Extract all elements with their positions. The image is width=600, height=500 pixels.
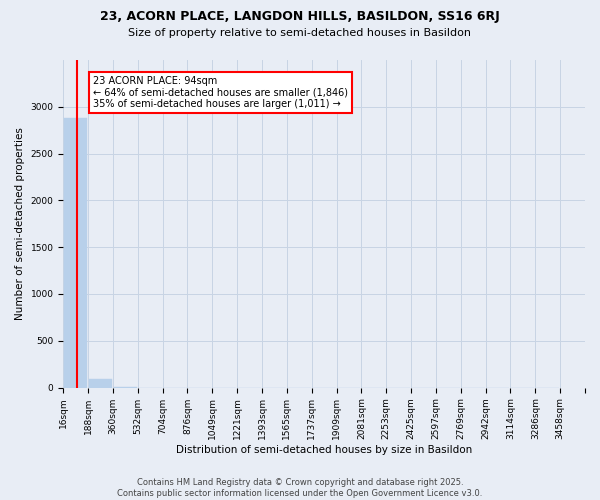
Text: 23, ACORN PLACE, LANGDON HILLS, BASILDON, SS16 6RJ: 23, ACORN PLACE, LANGDON HILLS, BASILDON… (100, 10, 500, 23)
Bar (64, 118, 87, 388)
Y-axis label: Number of semi-detached properties: Number of semi-detached properties (15, 128, 25, 320)
X-axis label: Distribution of semi-detached houses by size in Basildon: Distribution of semi-detached houses by … (176, 445, 472, 455)
Text: Size of property relative to semi-detached houses in Basildon: Size of property relative to semi-detach… (128, 28, 472, 38)
Text: Contains HM Land Registry data © Crown copyright and database right 2025.
Contai: Contains HM Land Registry data © Crown c… (118, 478, 482, 498)
Bar (89, 379, 112, 388)
Text: 23 ACORN PLACE: 94sqm
← 64% of semi-detached houses are smaller (1,846)
35% of s: 23 ACORN PLACE: 94sqm ← 64% of semi-deta… (93, 76, 348, 109)
